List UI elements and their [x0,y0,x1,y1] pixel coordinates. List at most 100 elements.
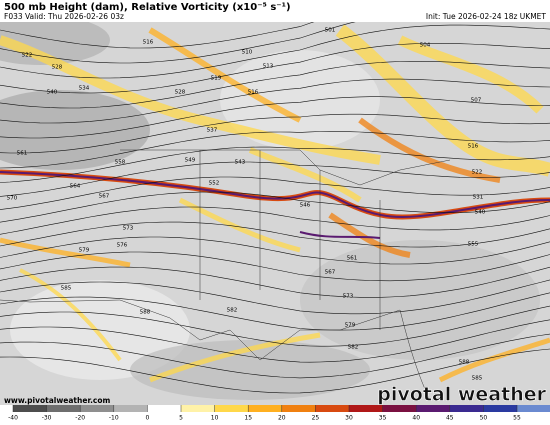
height-label: 582 [348,345,359,351]
colorbar-segment [517,405,550,412]
height-contour [0,221,550,248]
colorbar-segment [147,405,182,412]
height-label: 504 [420,43,431,49]
logo: pivotal weather [377,384,546,406]
height-label: 585 [472,376,483,382]
colorbar-segment [214,405,249,412]
colorbar-segment [80,405,115,412]
height-contour [0,305,550,347]
colorbar-segment [113,405,148,412]
border [399,309,431,401]
border [0,299,401,361]
vorticity-core [299,231,381,239]
colorbar-segment [483,405,518,412]
height-label: 516 [248,90,259,96]
height-contour [0,333,550,379]
colorbar-segment [315,405,350,412]
site-url: www.pivotalweather.com [4,396,111,405]
height-label: 516 [143,40,154,46]
colorbar-tick-label: 5 [179,415,183,422]
colorbar-tick-label: 30 [345,415,353,422]
height-label: 522 [472,170,483,176]
height-label: 540 [475,210,486,216]
height-label: 513 [263,64,274,70]
border [199,150,381,330]
height-label: 561 [17,151,28,157]
height-contour [0,146,550,183]
colorbar-tick-label: 15 [244,415,252,422]
height-label: 567 [325,270,336,276]
height-label: 567 [99,194,110,200]
height-contour [0,176,550,210]
height-contour [0,191,550,223]
vorticity-band [358,117,501,183]
colorbar-tick-label: -10 [109,415,119,422]
height-label: 516 [468,144,479,150]
height-contour [0,113,550,154]
height-label: 507 [471,98,482,104]
colorbar-tick-label: -20 [75,415,85,422]
height-label: 576 [117,243,128,249]
colorbar-tick-label: -30 [42,415,52,422]
height-contour [0,78,550,124]
vorticity-band [0,35,381,165]
colorbar-tick-label: 45 [446,415,454,422]
vorticity-band [149,332,321,383]
colorbar: -40 -30 -20 -10 0 5 10 15 20 25 30 35 40 45 50 55 [8,405,550,422]
height-label: 540 [47,90,58,96]
height-label: 585 [61,286,72,292]
height-label: 546 [300,203,311,209]
height-label: 534 [79,86,90,92]
colorbar-segment [349,405,384,412]
height-contour [0,279,550,315]
height-label: 549 [185,158,196,164]
colorbar-tick-label: -40 [8,415,18,422]
colorbar-tick-label: 20 [278,415,286,422]
height-label: 573 [123,226,134,232]
height-contour [0,96,550,139]
height-label: 531 [473,195,484,201]
colorbar-tick-label: 10 [211,415,219,422]
height-contour [0,131,550,169]
height-contour [0,266,550,298]
height-label: 519 [211,76,222,82]
vorticity-band [248,147,362,203]
border [120,149,451,186]
height-label: 582 [227,308,238,314]
colorbar-segment [46,405,81,412]
height-label: 579 [79,248,90,254]
height-contour [0,319,550,363]
colorbar-tick-label: 50 [480,415,488,422]
colorbar-tick-label: 0 [145,415,149,422]
vorticity-negative [220,50,380,150]
colorbar-tick-label: 55 [513,415,521,422]
height-contour [0,348,550,394]
colorbar-segment [248,405,283,412]
vorticity-band [19,268,122,362]
colorbar-segment [382,405,417,412]
title: 500 mb Height (dam), Relative Vorticity … [4,2,291,13]
height-label: 537 [207,128,218,134]
height-label: 555 [468,242,479,248]
init-time: Init: Tue 2026-02-24 18z UKMET [426,12,547,21]
colorbar-tick-label: 40 [412,415,420,422]
valid-time: F033 Valid: Thu 2026-02-26 03z [4,12,124,21]
vorticity-band [397,35,544,114]
height-contour [0,292,550,331]
height-label: 522 [22,53,33,59]
height-label: 561 [347,256,358,262]
height-contour [0,251,550,282]
height-label: 501 [325,28,336,34]
vorticity-band [148,27,302,123]
height-contour [0,236,550,265]
height-label: 588 [459,360,470,366]
height-label: 564 [70,184,81,190]
height-label: 552 [209,181,220,187]
height-label: 528 [52,65,63,71]
colorbar-segment [181,405,216,412]
colorbar-segment [416,405,451,412]
height-label: 573 [343,294,354,300]
vorticity-band [328,212,411,258]
